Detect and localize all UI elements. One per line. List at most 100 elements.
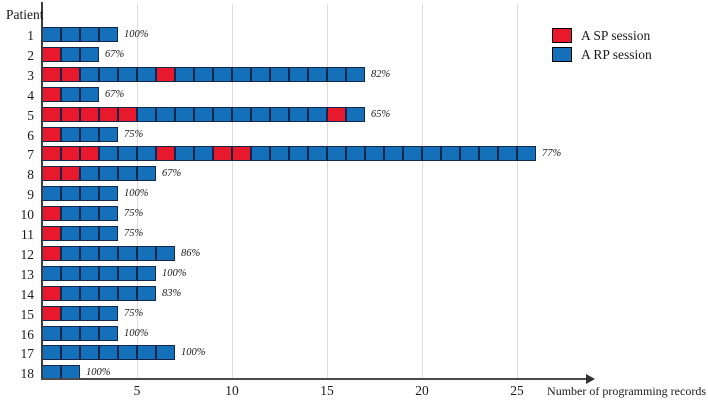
sp-session-square (80, 106, 99, 122)
rp-percent-label: 100% (162, 267, 187, 279)
rp-session-square (99, 146, 118, 162)
patient-row (42, 66, 365, 82)
rp-session-square (99, 66, 118, 82)
rp-percent-label: 82% (371, 68, 391, 80)
rp-session-square (308, 66, 327, 82)
rp-session-square (251, 146, 270, 162)
gridline (232, 4, 233, 378)
rp-session-square (137, 345, 156, 361)
patient-row (42, 86, 99, 102)
rp-session-square (137, 265, 156, 281)
patient-row (42, 226, 118, 241)
rp-session-square (80, 66, 99, 82)
patient-label: 17 (20, 346, 35, 362)
rp-session-square (61, 126, 80, 142)
rp-session-square (251, 106, 270, 122)
sp-session-square (42, 66, 61, 82)
gridline (422, 4, 423, 378)
rp-session-square (99, 206, 118, 222)
patient-row (42, 206, 118, 222)
rp-percent-label: 100% (86, 367, 111, 379)
rp-percent-label: 100% (124, 188, 149, 200)
x-axis-line (41, 378, 588, 380)
rp-session-square (270, 106, 289, 122)
rp-session-square (61, 245, 80, 261)
rp-session-square (517, 146, 536, 162)
patient-label: 13 (20, 266, 35, 282)
rp-session-square (61, 305, 80, 321)
rp-session-square (99, 166, 118, 182)
rp-session-square (61, 206, 80, 222)
rp-percent-label: 67% (162, 168, 182, 180)
rp-session-square (289, 146, 308, 162)
rp-session-swatch (552, 47, 572, 62)
rp-session-square (42, 265, 61, 281)
rp-session-square (308, 146, 327, 162)
rp-session-square (61, 86, 80, 102)
sp-session-square (42, 245, 61, 261)
rp-session-square (80, 126, 99, 142)
rp-percent-label: 75% (124, 208, 144, 220)
x-tick-label: 15 (320, 383, 334, 398)
rp-session-square (61, 46, 80, 62)
x-axis-title: Number of programming records (547, 384, 706, 398)
rp-session-square (118, 146, 137, 162)
rp-percent-label: 67% (105, 48, 125, 60)
rp-session-square (80, 325, 99, 341)
sp-session-square (213, 146, 232, 162)
rp-session-square (61, 186, 80, 202)
sp-session-square (327, 106, 346, 122)
sp-session-square (42, 86, 61, 102)
patient-label: 5 (27, 107, 34, 123)
legend-label-sp: A SP session (581, 28, 651, 43)
legend-label-rp: A RP session (581, 47, 652, 62)
sp-session-swatch (552, 28, 572, 43)
rp-session-square (175, 106, 194, 122)
sp-session-square (61, 66, 80, 82)
patient-label: 9 (27, 187, 34, 203)
rp-session-square (118, 345, 137, 361)
patient-row (42, 146, 536, 162)
rp-session-square (42, 325, 61, 341)
sp-session-square (42, 106, 61, 122)
gridline (137, 4, 138, 378)
sp-session-square (42, 166, 61, 182)
rp-session-square (194, 146, 213, 162)
rp-percent-label: 65% (371, 108, 391, 120)
patient-label: 4 (27, 87, 34, 103)
rp-session-square (270, 66, 289, 82)
rp-session-square (80, 245, 99, 261)
rp-percent-label: 75% (124, 228, 144, 239)
rp-session-square (42, 27, 61, 42)
patient-row (42, 345, 175, 361)
rp-percent-label: 83% (162, 287, 182, 299)
sp-session-square (118, 106, 137, 122)
sp-session-square (99, 106, 118, 122)
rp-session-square (99, 226, 118, 241)
rp-session-square (384, 146, 403, 162)
rp-session-square (232, 106, 251, 122)
rp-session-square (403, 146, 422, 162)
rp-session-square (118, 285, 137, 301)
sp-session-square (42, 305, 61, 321)
rp-session-square (42, 345, 61, 361)
patient-label: 7 (27, 147, 34, 163)
rp-session-square (99, 245, 118, 261)
patient-label: 18 (20, 366, 35, 382)
rp-session-square (61, 345, 80, 361)
gridline (517, 4, 518, 378)
patient-row (42, 265, 156, 281)
rp-session-square (118, 245, 137, 261)
rp-session-square (80, 206, 99, 222)
legend-item-sp: A SP session (552, 28, 652, 43)
rp-session-square (80, 285, 99, 301)
sp-session-square (232, 146, 251, 162)
sp-session-square (156, 66, 175, 82)
rp-session-square (61, 285, 80, 301)
rp-session-square (365, 146, 384, 162)
rp-session-square (270, 146, 289, 162)
rp-session-square (137, 146, 156, 162)
rp-session-square (137, 106, 156, 122)
patient-label: 8 (27, 167, 34, 183)
patient-label: 11 (21, 227, 34, 242)
